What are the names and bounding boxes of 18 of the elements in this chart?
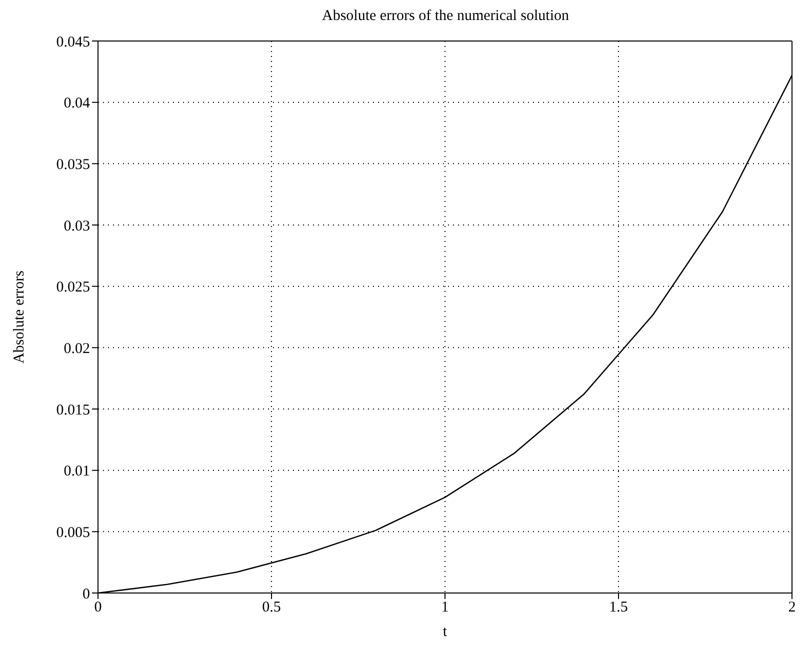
- y-tick-label: 0.005: [56, 524, 90, 541]
- y-tick-label: 0.035: [56, 156, 90, 173]
- x-tick-label: 1: [441, 600, 449, 616]
- y-tick-label: 0.015: [56, 402, 90, 418]
- y-tick-label: 0.03: [64, 218, 90, 234]
- x-tick-label: 2: [788, 600, 796, 616]
- x-tick-label: 0.5: [262, 600, 281, 616]
- y-tick-label: 0.045: [56, 34, 90, 50]
- y-axis-title: Absolute errors: [11, 270, 28, 364]
- y-tick-label: 0.01: [64, 464, 90, 480]
- y-tick-label: 0: [82, 586, 90, 602]
- x-tick-label: 1.5: [609, 600, 628, 616]
- y-tick-label: 0.04: [64, 96, 90, 112]
- x-tick-label: 0: [94, 600, 102, 616]
- chart-title: Absolute errors of the numerical solution: [320, 8, 570, 26]
- y-tick-label: 0.02: [64, 340, 90, 357]
- y-tick-label: 0.025: [56, 280, 90, 296]
- x-axis-title: t: [442, 624, 448, 640]
